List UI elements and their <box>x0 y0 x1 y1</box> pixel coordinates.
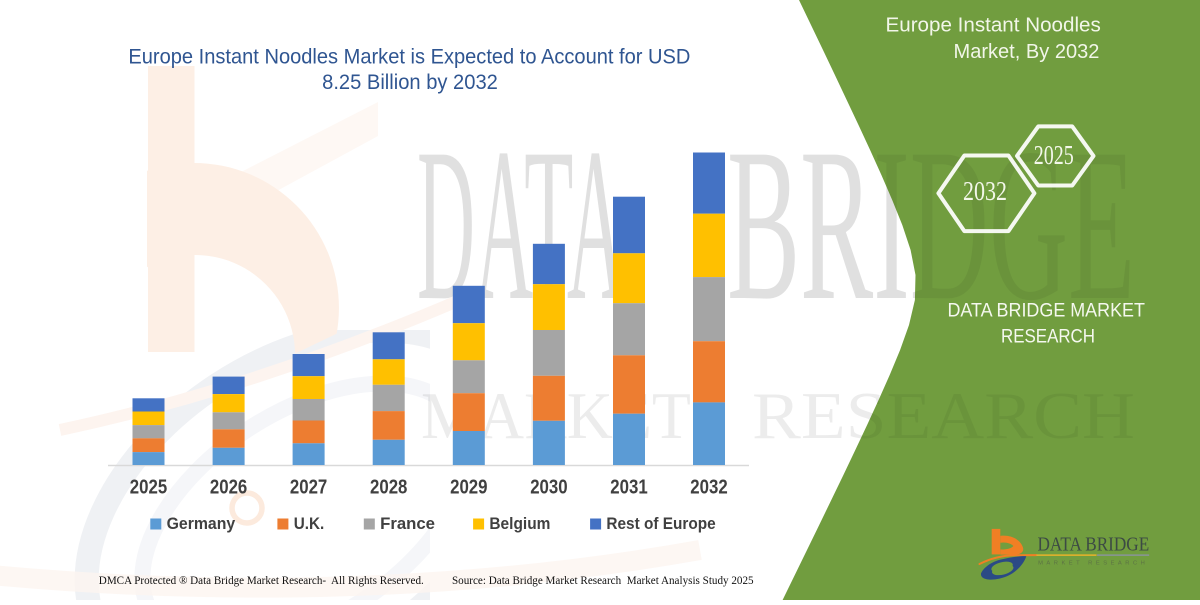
svg-text:France: France <box>380 514 435 533</box>
svg-text:2027: 2027 <box>290 477 327 499</box>
svg-text:MARKET RESEARCH: MARKET RESEARCH <box>1038 560 1145 566</box>
svg-text:2031: 2031 <box>610 477 647 499</box>
svg-text:Belgium: Belgium <box>489 514 550 533</box>
svg-text:2032: 2032 <box>963 175 1007 206</box>
svg-text:Germany: Germany <box>167 514 236 533</box>
svg-text:2030: 2030 <box>530 477 567 499</box>
svg-text:DMCA Protected ® Data Bridge M: DMCA Protected ® Data Bridge Market Rese… <box>99 573 424 587</box>
svg-text:2028: 2028 <box>370 477 407 499</box>
svg-text:Rest of Europe: Rest of Europe <box>606 514 715 533</box>
svg-text:Europe Instant Noodles: Europe Instant Noodles <box>886 14 1101 37</box>
svg-text:DATA BRIDGE MARKET: DATA BRIDGE MARKET <box>947 301 1145 322</box>
svg-text:Source: Data Bridge Market Res: Source: Data Bridge Market Research Mark… <box>452 573 754 587</box>
svg-text:2025: 2025 <box>130 477 167 499</box>
svg-text:Market, By 2032: Market, By 2032 <box>954 40 1100 63</box>
svg-text:2032: 2032 <box>690 477 727 499</box>
svg-text:DATA BRIDGE: DATA BRIDGE <box>1038 535 1150 556</box>
svg-text:Europe Instant Noodles Market: Europe Instant Noodles Market is Expecte… <box>128 43 690 68</box>
svg-text:2025: 2025 <box>1034 140 1074 170</box>
svg-text:U.K.: U.K. <box>294 514 325 533</box>
svg-text:8.25 Billion by 2032: 8.25 Billion by 2032 <box>322 69 498 94</box>
svg-text:DATA: DATA <box>417 104 625 346</box>
svg-text:2026: 2026 <box>210 477 247 499</box>
svg-text:2029: 2029 <box>450 477 487 499</box>
svg-text:RESEARCH: RESEARCH <box>1001 327 1095 348</box>
